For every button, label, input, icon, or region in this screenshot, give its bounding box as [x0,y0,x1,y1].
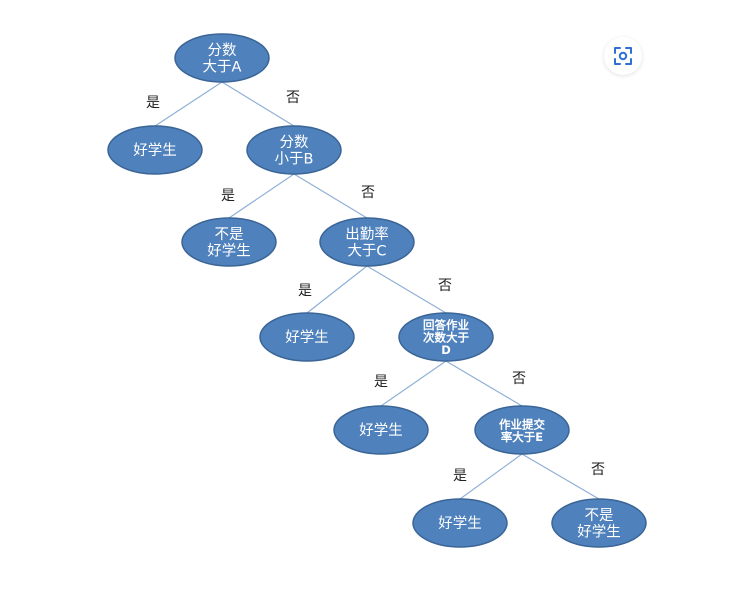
node-label: D [441,343,451,357]
tree-node-n8: 好学生 [333,405,429,455]
node-label: 大于C [347,242,386,259]
node-ellipse [333,405,429,455]
edge-n7-n8 [380,360,447,407]
edge-n1-n2 [154,81,223,127]
node-ellipse [398,312,494,362]
node-label: 出勤率 [345,226,389,243]
tree-node-n2: 好学生 [107,125,203,175]
node-label: 不是 [585,508,614,524]
node-label: 回答作业 [423,318,469,332]
edge-n5-n6 [306,265,368,314]
edge-label: 否 [512,371,526,387]
edge-n3-n4 [228,173,295,219]
node-label: 好学生 [285,329,329,346]
node-label: 率大于E [501,430,543,444]
node-ellipse [474,405,570,455]
edge-label: 否 [361,185,375,201]
edge-label: 否 [438,278,452,294]
node-label: 好学生 [438,515,482,532]
node-label: 分数 [208,42,237,59]
node-ellipse [319,217,415,267]
tree-node-n6: 好学生 [259,312,355,362]
edge-label: 是 [221,188,235,204]
visual-search-icon [614,47,632,65]
edge-label: 否 [286,90,300,106]
edge-label: 否 [591,462,605,478]
node-label: 好学生 [133,142,177,159]
edge-n3-n5 [293,173,368,219]
edge-n7-n9 [445,360,523,407]
edge-label: 是 [298,283,312,299]
node-label: 作业提交 [499,417,545,431]
node-label: 小于B [275,150,314,167]
node-ellipse [412,498,508,548]
visual-search-button[interactable] [604,37,642,75]
tree-node-n10: 好学生 [412,498,508,548]
node-ellipse [551,498,647,548]
edge-n5-n7 [366,265,447,314]
edge-label: 是 [453,468,467,484]
node-label: 好学生 [207,242,251,259]
node-label: 不是 [215,227,244,243]
node-label: 分数 [280,134,309,151]
edge-n9-n10 [459,453,523,500]
edge-n1-n3 [221,81,295,127]
node-label: 次数大于 [423,331,469,345]
node-ellipse [174,33,270,83]
node-label: 好学生 [577,523,621,540]
edge-n9-n11 [521,453,600,500]
node-label: 大于A [203,58,242,75]
edge-label: 是 [374,374,388,390]
node-ellipse [259,312,355,362]
node-ellipse [181,217,277,267]
edge-label: 是 [146,95,160,111]
node-ellipse [107,125,203,175]
node-ellipse [246,125,342,175]
node-label: 好学生 [359,422,403,439]
